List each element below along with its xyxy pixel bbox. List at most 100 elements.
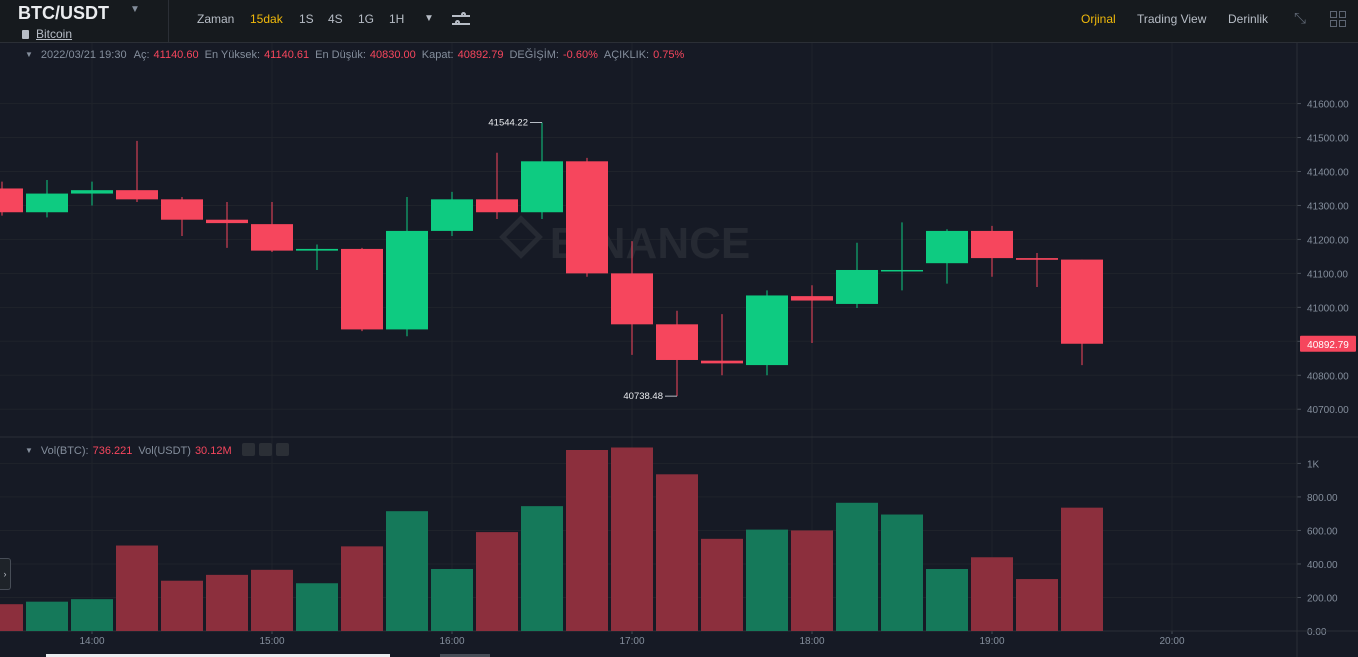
candle-body xyxy=(206,219,248,224)
volume-bar xyxy=(701,538,743,631)
volume-bar xyxy=(566,450,608,631)
vol-legend-collapse-icon[interactable]: ▼ xyxy=(25,446,33,455)
scroll-strip-secondary xyxy=(440,654,490,657)
candle-body xyxy=(1016,258,1058,260)
candle-body xyxy=(251,224,293,251)
volume-bar xyxy=(656,474,698,631)
candle-body xyxy=(521,161,563,213)
symbol-info-link[interactable]: Bitcoin xyxy=(36,27,73,41)
settings-sliders-icon[interactable] xyxy=(452,12,470,28)
candlestick-chart[interactable]: 41600.00 41500.00 41400.00 41300.00 41200.00… xyxy=(0,43,1358,657)
candle-body xyxy=(971,230,1013,259)
time-tick-label: 15:00 xyxy=(259,636,284,647)
tab-original[interactable]: Orjinal xyxy=(1081,12,1116,26)
watermark-logo xyxy=(499,215,543,259)
symbol-title[interactable]: BTC/USDT xyxy=(18,3,109,23)
volume-bar xyxy=(251,569,293,631)
side-panel-toggle[interactable]: › xyxy=(0,558,11,590)
price-tick-label: 41200.00 xyxy=(1307,235,1349,246)
volume-tick-label: 600.00 xyxy=(1307,526,1338,537)
volume-bar xyxy=(71,599,113,631)
symbol-subtitle: Bitcoin xyxy=(22,27,72,41)
volume-bar xyxy=(926,568,968,631)
time-label: Zaman xyxy=(197,12,235,26)
volume-bar xyxy=(341,546,383,631)
document-icon xyxy=(22,30,29,39)
volume-tick-label: 200.00 xyxy=(1307,593,1338,604)
price-tick-label: 41300.00 xyxy=(1307,201,1349,212)
tab-depth[interactable]: Derinlik xyxy=(1228,12,1269,26)
vol-settings-icon[interactable] xyxy=(258,443,272,456)
tab-trading-view[interactable]: Trading View xyxy=(1137,12,1207,26)
candle-body xyxy=(0,188,23,213)
legend-low-label: En Düşük: xyxy=(315,49,366,61)
volume-tick-label: 0.00 xyxy=(1307,627,1327,638)
vol-visibility-icon[interactable] xyxy=(241,443,255,456)
candle-body xyxy=(656,324,698,360)
price-tick-label: 41100.00 xyxy=(1307,269,1348,280)
price-tick-label: 41400.00 xyxy=(1307,167,1349,178)
volume-bar xyxy=(26,601,68,631)
volume-bar xyxy=(881,514,923,631)
volume-bar xyxy=(521,506,563,631)
legend-collapse-icon[interactable]: ▼ xyxy=(25,50,33,59)
candle-body xyxy=(1061,259,1103,344)
toolbar-divider xyxy=(168,0,169,42)
candle-body xyxy=(341,248,383,330)
candle-body xyxy=(431,199,473,231)
symbol-dropdown-icon[interactable]: ▼ xyxy=(130,4,140,15)
volume-bar xyxy=(296,583,338,631)
interval-4h[interactable]: 4S xyxy=(328,12,343,26)
legend-high-label: En Yüksek: xyxy=(204,49,261,61)
price-tick-label: 40700.00 xyxy=(1307,405,1349,416)
legend-amplitude-label: AÇIKLIK: xyxy=(603,49,650,61)
more-intervals-icon[interactable]: ▼ xyxy=(424,13,434,24)
volume-bar xyxy=(116,545,158,631)
candle-body xyxy=(386,230,428,330)
candle-body xyxy=(161,199,203,220)
vol-usdt-label: Vol(USDT) xyxy=(138,445,191,457)
top-toolbar: BTC/USDT ▼ Bitcoin Zaman 15dak 1S 4S 1G … xyxy=(0,0,1358,43)
volume-bar xyxy=(971,557,1013,631)
vol-close-icon[interactable] xyxy=(275,443,289,456)
candle-body xyxy=(791,296,833,301)
candle-body xyxy=(71,190,113,194)
volume-bar xyxy=(791,530,833,631)
legend-change: -0.60% xyxy=(563,49,598,61)
volume-bar xyxy=(836,502,878,631)
layout-grid-icon[interactable] xyxy=(1330,11,1346,27)
time-tick-label: 19:00 xyxy=(979,636,1004,647)
volume-legend: ▼ Vol(BTC): 736.221 Vol(USDT) 30.12M xyxy=(25,443,289,457)
interval-1d[interactable]: 1G xyxy=(358,12,375,26)
collapse-icon[interactable]: ⤡ xyxy=(1294,10,1307,27)
price-tick-label: 41000.00 xyxy=(1307,303,1349,314)
volume-bar xyxy=(431,568,473,631)
candle-body xyxy=(926,230,968,264)
time-tick-label: 20:00 xyxy=(1159,636,1184,647)
candle-body xyxy=(476,199,518,213)
max-marker-label: 41544.22 xyxy=(488,118,528,129)
price-tick-label: 41500.00 xyxy=(1307,134,1349,145)
volume-bar xyxy=(1061,507,1103,631)
legend-close: 40892.79 xyxy=(457,49,504,61)
min-marker-label: 40738.48 xyxy=(623,391,663,402)
legend-open: 41140.60 xyxy=(153,49,199,61)
interval-15m[interactable]: 15dak xyxy=(250,12,283,26)
volume-bar xyxy=(1016,579,1058,631)
volume-tick-label: 400.00 xyxy=(1307,560,1338,571)
legend-low: 40830.00 xyxy=(369,49,416,61)
candle-body xyxy=(881,269,923,272)
candle-body xyxy=(296,248,338,251)
legend-datetime: 2022/03/21 19:30 xyxy=(40,49,127,61)
candle-body xyxy=(26,193,68,213)
time-tick-label: 16:00 xyxy=(439,636,464,647)
time-tick-label: 17:00 xyxy=(619,636,644,647)
legend-change-label: DEĞİŞİM: xyxy=(509,49,559,61)
price-tick-label: 41600.00 xyxy=(1307,100,1349,111)
vol-btc-label: Vol(BTC): xyxy=(40,445,89,457)
candle-body xyxy=(701,360,743,364)
time-tick-label: 14:00 xyxy=(79,636,104,647)
legend-high: 41140.61 xyxy=(264,49,310,61)
interval-1h[interactable]: 1S xyxy=(299,12,314,26)
interval-1w[interactable]: 1H xyxy=(389,12,405,26)
